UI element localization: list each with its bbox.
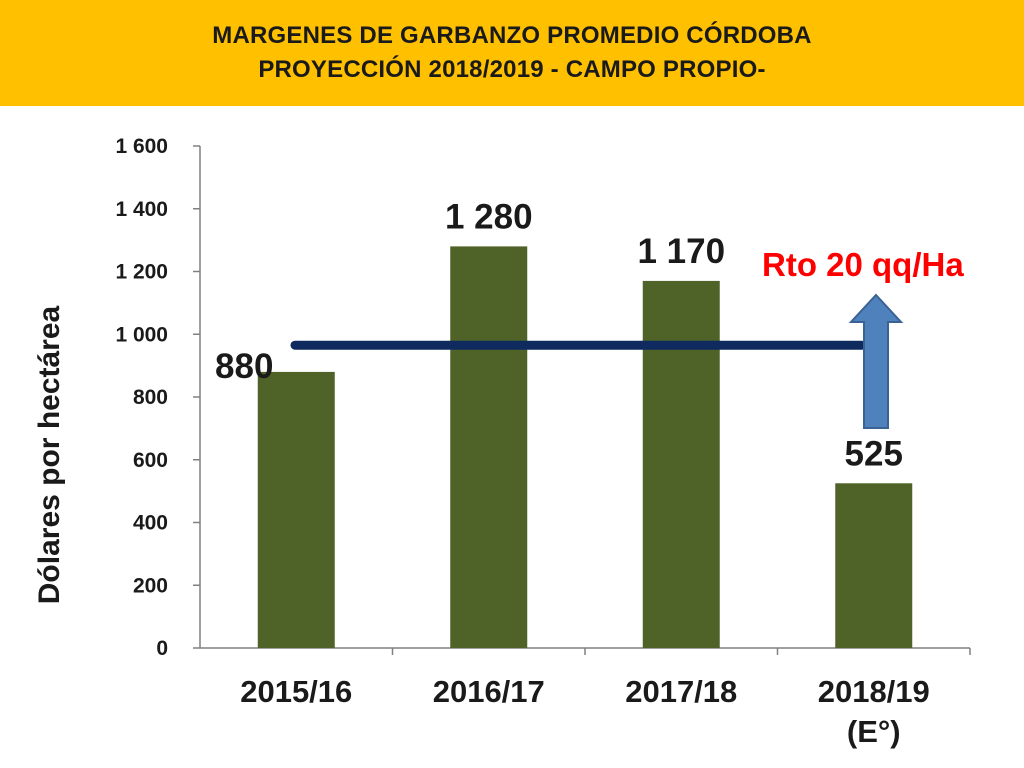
x-tick-label: 2015/16 — [240, 674, 353, 709]
data-label-1: 880 — [215, 347, 273, 386]
bar-chart: 0 200 400 600 800 1 000 1 200 1 400 1 600 880 1 2… — [115, 135, 971, 660]
chart-overlay — [290, 293, 904, 429]
bar-3 — [642, 280, 720, 648]
x-tick-label: 2017/18 — [625, 674, 738, 709]
data-label-3: 1 170 — [637, 232, 725, 271]
yield-annotation: Rto 20 qq/Ha — [762, 246, 964, 283]
y-tick-label: 600 — [133, 449, 168, 472]
bar-4 — [835, 483, 913, 648]
x-tick-label: 2018/19 (E°) — [817, 674, 930, 749]
y-tick-label: 0 — [156, 637, 168, 660]
data-labels: 880 1 280 1 170 525 — [215, 197, 903, 473]
y-tick-label: 1 200 — [115, 261, 168, 284]
y-axis-ticks: 0 200 400 600 800 1 000 1 200 1 400 1 600 — [115, 135, 200, 660]
y-tick-label: 400 — [133, 512, 168, 535]
bar-series — [257, 246, 913, 648]
chart-title-line-1: MARGENES DE GARBANZO PROMEDIO CÓRDOBA — [212, 22, 812, 49]
y-tick-label: 200 — [133, 574, 168, 597]
bar-2 — [450, 246, 528, 648]
data-label-4: 525 — [845, 434, 903, 473]
bar-1 — [257, 371, 335, 648]
y-tick-label: 1 000 — [115, 323, 168, 346]
y-tick-label: 1 400 — [115, 198, 168, 221]
x-tick-label: 2016/17 — [432, 674, 545, 709]
y-tick-label: 1 600 — [115, 135, 168, 158]
y-tick-label: 800 — [133, 386, 168, 409]
title-banner: MARGENES DE GARBANZO PROMEDIO CÓRDOBA PR… — [0, 0, 1024, 106]
y-axis-label: Dólares por hectárea — [33, 305, 66, 605]
up-arrow-icon — [848, 293, 904, 429]
data-label-2: 1 280 — [445, 197, 533, 236]
chart-title-line-2: PROYECCIÓN 2018/2019 - CAMPO PROPIO- — [258, 56, 766, 83]
